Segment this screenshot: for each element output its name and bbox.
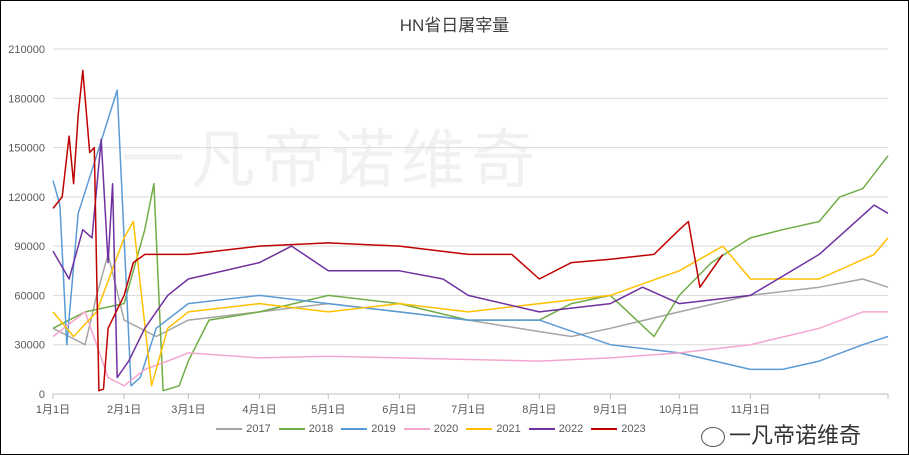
series-line-2023 — [52, 69, 724, 392]
y-tick-label: 210000 — [8, 44, 45, 56]
y-tick-label: 60000 — [14, 290, 45, 302]
legend-item-2019: 2019 — [341, 423, 396, 435]
logo: 一凡帝诺维奇 — [701, 424, 861, 450]
x-tick-label: 4月1日 — [242, 404, 276, 416]
y-tick-label: 120000 — [8, 192, 45, 204]
x-tick-label: 10月1日 — [659, 404, 699, 416]
watermark: 一凡帝诺维奇 — [121, 124, 541, 198]
legend-swatch — [278, 428, 305, 431]
legend-item-2022: 2022 — [528, 423, 584, 435]
legend-label: 2022 — [558, 423, 584, 435]
series-line-2017 — [52, 253, 889, 346]
legend-label: 2020 — [433, 423, 459, 435]
y-tick-label: 30000 — [14, 340, 45, 352]
x-tick-label: 1月1日 — [36, 404, 70, 416]
series-line-2022 — [52, 138, 889, 379]
series-line-2018 — [52, 155, 889, 392]
legend-label: 2017 — [246, 423, 271, 435]
series-line-2020 — [52, 311, 888, 387]
series-line-2021 — [52, 220, 889, 387]
legend-label: 2023 — [621, 423, 646, 435]
legend-label: 2018 — [308, 423, 334, 435]
series-line-2019 — [52, 89, 889, 387]
legend: 2017 2018 2019 2020 2021 2022 2023 — [181, 423, 681, 435]
wechat-icon — [701, 427, 725, 447]
legend-item-2017: 2017 — [216, 423, 271, 435]
legend-swatch — [341, 428, 368, 431]
x-tick-label: 11月1日 — [731, 404, 771, 416]
x-tick-label: 3月1日 — [171, 404, 205, 416]
legend-item-2020: 2020 — [403, 423, 459, 435]
chart-title: HN省日屠宰量 — [399, 16, 510, 35]
logo-text: 一凡帝诺维奇 — [729, 424, 862, 449]
legend-swatch — [466, 428, 493, 431]
legend-item-2018: 2018 — [278, 423, 334, 435]
legend-item-2021: 2021 — [466, 423, 521, 435]
legend-item-2023: 2023 — [591, 423, 646, 435]
x-tick-label: 5月1日 — [311, 404, 345, 416]
x-tick-label: 9月1日 — [593, 404, 627, 416]
x-tick-label: 8月1日 — [522, 404, 556, 416]
legend-swatch — [528, 428, 555, 431]
y-tick-label: 0 — [39, 389, 45, 401]
legend-label: 2021 — [496, 423, 521, 435]
y-tick-label: 180000 — [8, 93, 45, 105]
legend-swatch — [216, 428, 243, 431]
y-tick-label: 90000 — [14, 241, 45, 253]
x-tick-label: 7月1日 — [451, 404, 485, 416]
legend-swatch — [591, 428, 618, 431]
legend-label: 2019 — [371, 423, 396, 435]
x-tick-label: 2月1日 — [107, 404, 141, 416]
legend-swatch — [403, 428, 430, 431]
y-tick-label: 150000 — [8, 143, 45, 155]
x-tick-label: 6月1日 — [382, 404, 416, 416]
